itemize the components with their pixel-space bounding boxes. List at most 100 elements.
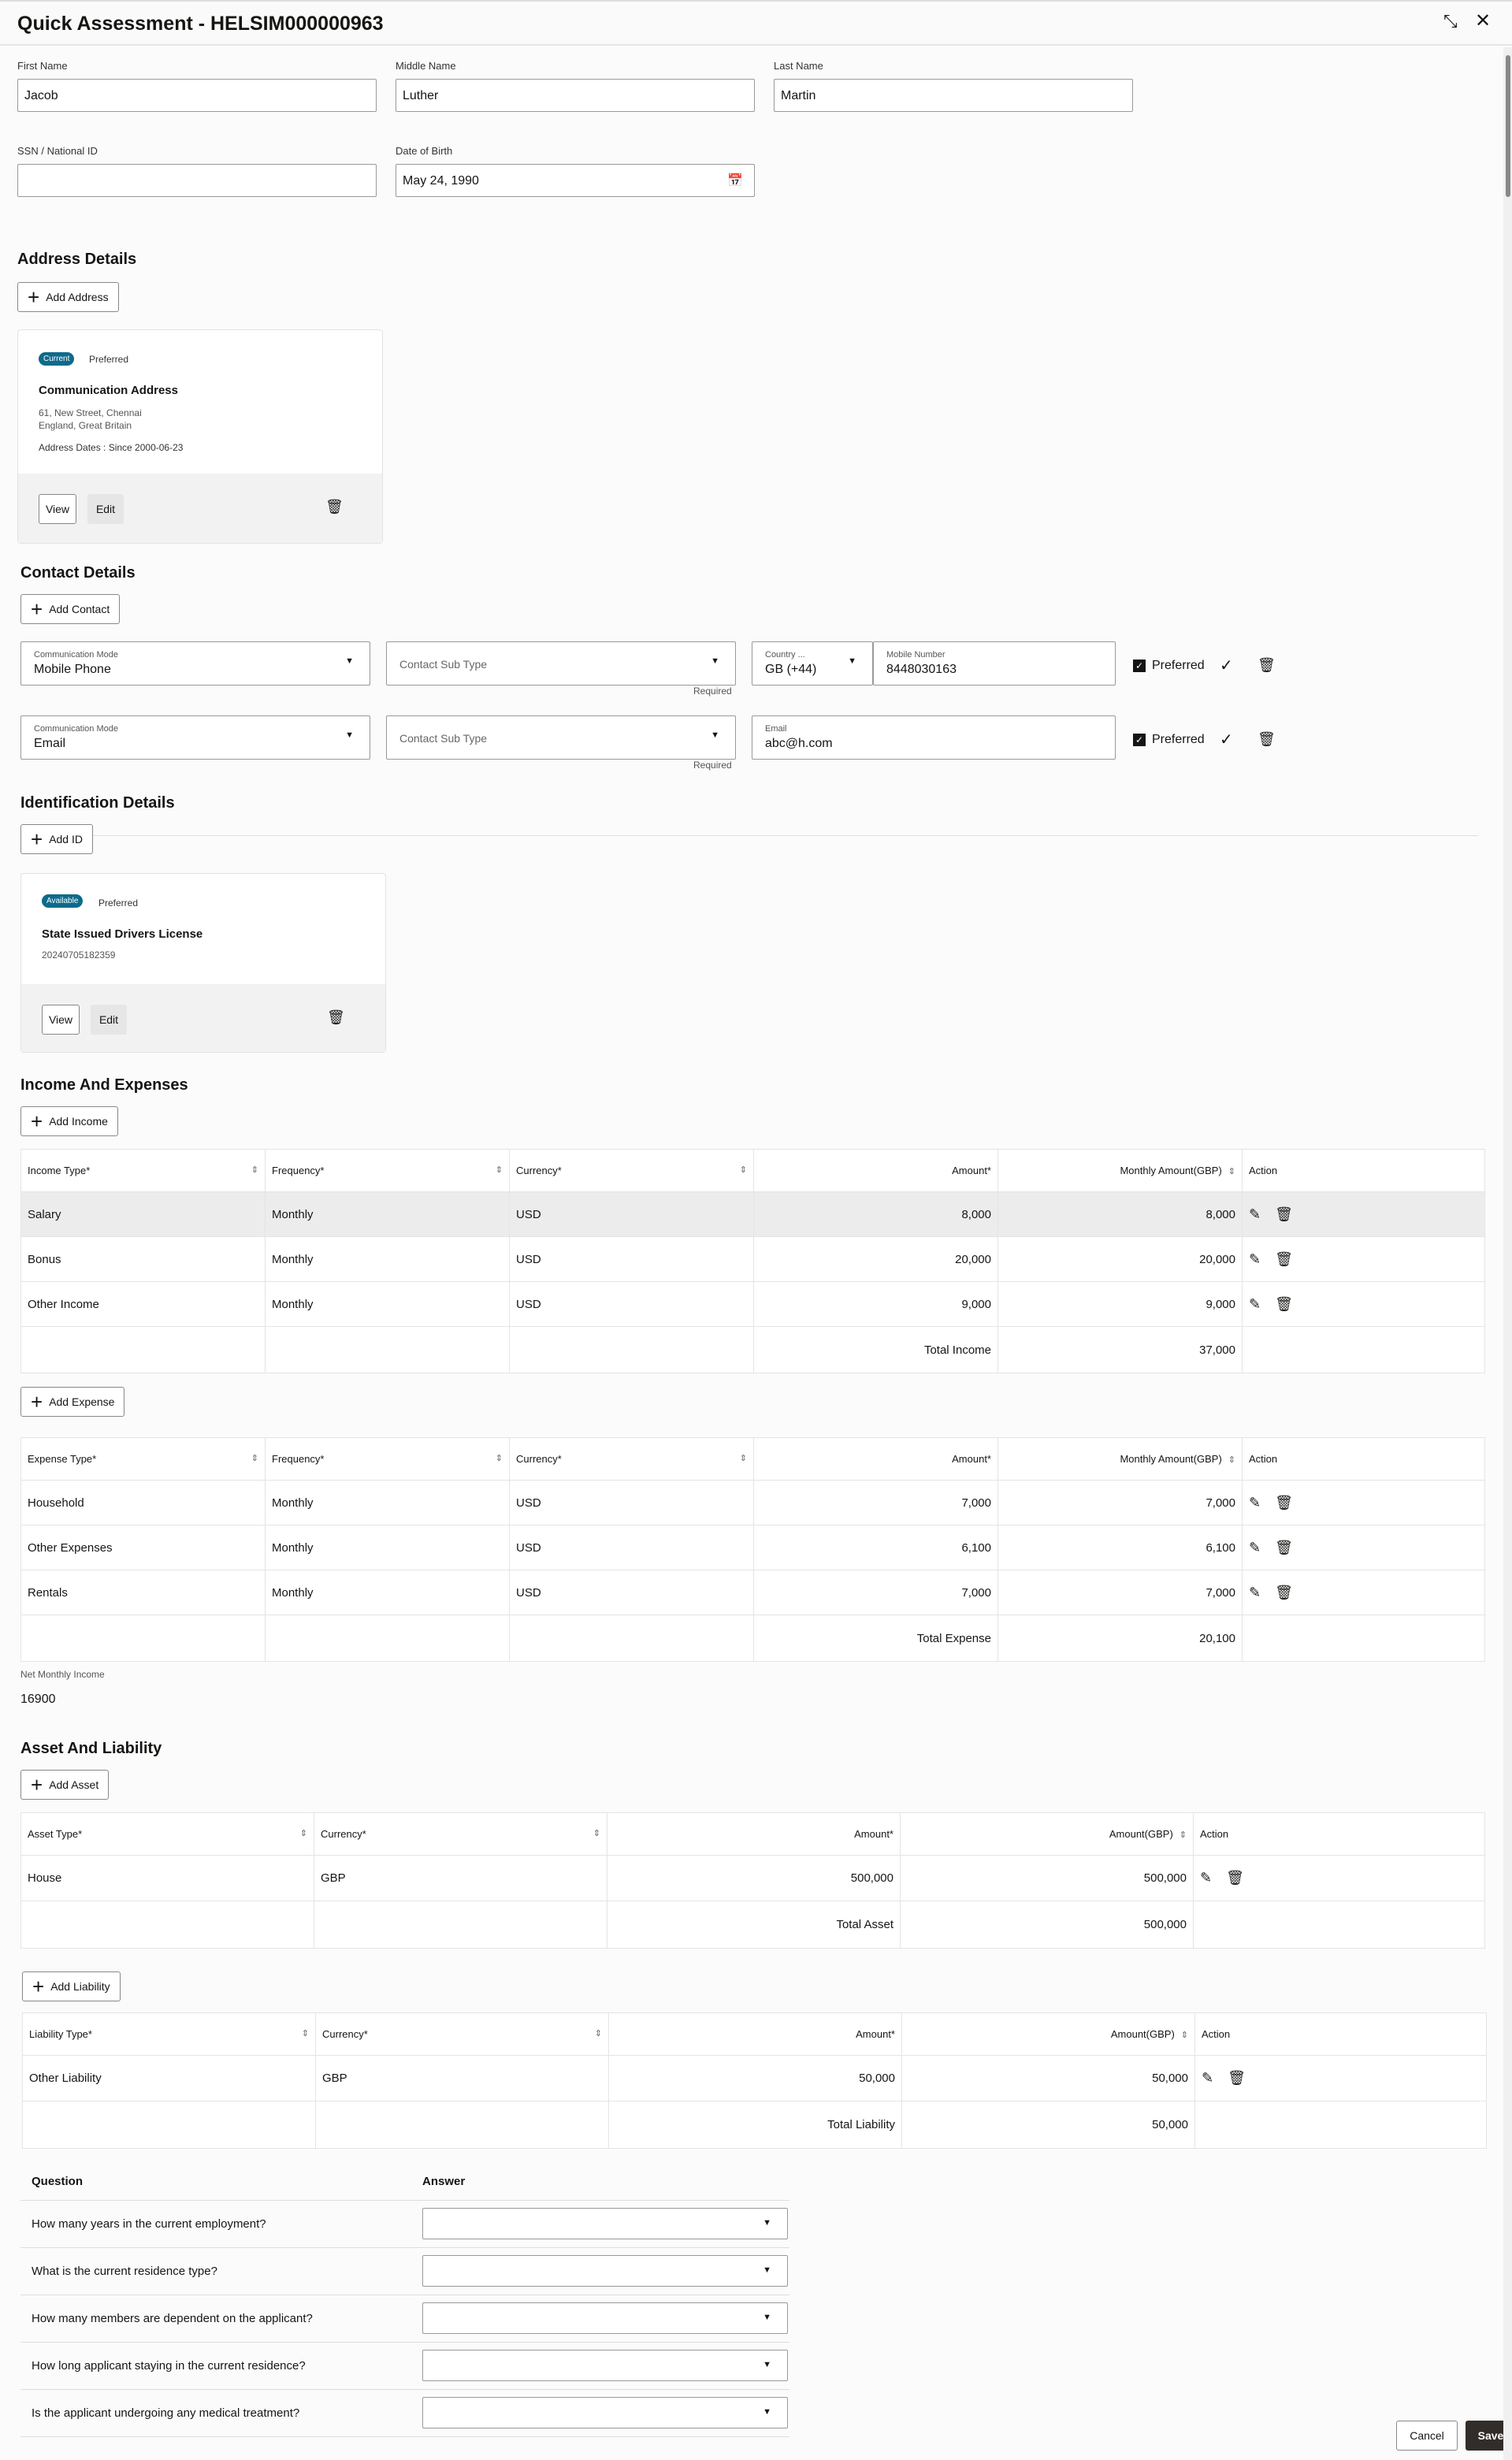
trash-icon[interactable]: 🗑 bbox=[1228, 2070, 1246, 2086]
trash-icon[interactable]: 🗑 bbox=[327, 1009, 345, 1025]
column-header[interactable]: Currency* ⇕ bbox=[509, 1437, 754, 1481]
add-id-button[interactable]: + Add ID bbox=[20, 824, 93, 854]
sort-icon[interactable]: ⇕ bbox=[739, 1165, 747, 1175]
table-row[interactable]: Rentals Monthly USD 7,000 7,000 ✎ 🗑 bbox=[20, 1570, 1485, 1615]
table-row[interactable]: Other Income Monthly USD 9,000 9,000 ✎ 🗑 bbox=[20, 1281, 1485, 1327]
table-row[interactable]: Other Expenses Monthly USD 6,100 6,100 ✎ 🗑 bbox=[20, 1525, 1485, 1570]
sort-icon[interactable]: ⇕ bbox=[1179, 1830, 1187, 1840]
table-row[interactable]: Salary Monthly USD 8,000 8,000 ✎ 🗑 bbox=[20, 1191, 1485, 1237]
column-header[interactable]: Monthly Amount(GBP) ⇕ bbox=[997, 1149, 1243, 1192]
column-header[interactable]: Income Type* ⇕ bbox=[20, 1149, 266, 1192]
answer-select[interactable]: ▼ bbox=[422, 2208, 788, 2239]
answer-select[interactable]: ▼ bbox=[422, 2302, 788, 2334]
edit-icon[interactable]: ✎ bbox=[1202, 2070, 1214, 2086]
communication-mode-select[interactable]: Communication Mode Mobile Phone ▼ bbox=[20, 641, 370, 686]
edit-icon[interactable]: ✎ bbox=[1249, 1295, 1261, 1312]
column-header[interactable]: Amount(GBP) ⇕ bbox=[900, 1812, 1194, 1856]
edit-icon[interactable]: ✎ bbox=[1249, 1584, 1261, 1600]
answer-select[interactable]: ▼ bbox=[422, 2350, 788, 2381]
column-header[interactable]: Action bbox=[1242, 1437, 1485, 1481]
edit-id-button[interactable]: Edit bbox=[91, 1005, 127, 1035]
mobile-number-input[interactable]: Mobile Number 8448030163 bbox=[873, 641, 1116, 686]
trash-icon[interactable]: 🗑 bbox=[1258, 657, 1276, 673]
column-header[interactable]: Action bbox=[1242, 1149, 1485, 1192]
minimize-icon[interactable]: ⤡ bbox=[1443, 11, 1458, 31]
sort-icon[interactable]: ⇕ bbox=[495, 1165, 503, 1175]
edit-address-button[interactable]: Edit bbox=[87, 494, 124, 524]
edit-icon[interactable]: ✎ bbox=[1249, 1250, 1261, 1267]
edit-icon[interactable]: ✎ bbox=[1249, 1494, 1261, 1511]
add-liability-button[interactable]: + Add Liability bbox=[22, 1971, 121, 2001]
sort-icon[interactable]: ⇕ bbox=[739, 1454, 747, 1463]
trash-icon[interactable]: 🗑 bbox=[1275, 1494, 1293, 1511]
add-address-button[interactable]: + Add Address bbox=[17, 282, 119, 312]
sort-icon[interactable]: ⇕ bbox=[301, 2029, 309, 2038]
table-row[interactable]: Other Liability GBP 50,000 50,000 ✎ 🗑 bbox=[22, 2055, 1487, 2101]
column-header[interactable]: Expense Type* ⇕ bbox=[20, 1437, 266, 1481]
sort-icon[interactable]: ⇕ bbox=[593, 1829, 600, 1838]
column-header[interactable]: Liability Type* ⇕ bbox=[22, 2012, 316, 2056]
preferred-checkbox[interactable]: ✓ Preferred bbox=[1133, 733, 1205, 747]
sort-icon[interactable]: ⇕ bbox=[1228, 1167, 1235, 1176]
cancel-button[interactable]: Cancel bbox=[1396, 2421, 1458, 2451]
column-header[interactable]: Amount* bbox=[608, 2012, 902, 2056]
column-header[interactable]: Action bbox=[1193, 1812, 1485, 1856]
confirm-check-icon[interactable]: ✓ bbox=[1220, 731, 1233, 749]
trash-icon[interactable]: 🗑 bbox=[1275, 1584, 1293, 1600]
view-address-button[interactable]: View bbox=[39, 494, 76, 524]
edit-icon[interactable]: ✎ bbox=[1249, 1206, 1261, 1222]
trash-icon[interactable]: 🗑 bbox=[1258, 731, 1276, 747]
confirm-check-icon[interactable]: ✓ bbox=[1220, 657, 1233, 674]
add-income-button[interactable]: + Add Income bbox=[20, 1106, 118, 1136]
edit-icon[interactable]: ✎ bbox=[1200, 1870, 1213, 1886]
column-header[interactable]: Currency* ⇕ bbox=[509, 1149, 754, 1192]
trash-icon[interactable]: 🗑 bbox=[325, 499, 344, 515]
communication-mode-select[interactable]: Communication Mode Email ▼ bbox=[20, 715, 370, 760]
sort-icon[interactable]: ⇕ bbox=[594, 2029, 602, 2038]
last-name-input[interactable]: Martin bbox=[774, 79, 1133, 112]
sort-icon[interactable]: ⇕ bbox=[495, 1454, 503, 1463]
middle-name-input[interactable]: Luther bbox=[396, 79, 755, 112]
email-input[interactable]: Email abc@h.com bbox=[752, 715, 1116, 760]
sort-icon[interactable]: ⇕ bbox=[1228, 1455, 1235, 1465]
preferred-checkbox[interactable]: ✓ Preferred bbox=[1133, 659, 1205, 673]
ssn-input[interactable] bbox=[17, 164, 377, 197]
trash-icon[interactable]: 🗑 bbox=[1275, 1250, 1293, 1267]
column-header[interactable]: Currency* ⇕ bbox=[314, 1812, 607, 1856]
answer-select[interactable]: ▼ bbox=[422, 2397, 788, 2428]
add-expense-button[interactable]: + Add Expense bbox=[20, 1387, 125, 1417]
table-row[interactable]: House GBP 500,000 500,000 ✎ 🗑 bbox=[20, 1855, 1485, 1901]
trash-icon[interactable]: 🗑 bbox=[1226, 1870, 1244, 1886]
sort-icon[interactable]: ⇕ bbox=[251, 1454, 258, 1463]
contact-sub-type-select[interactable]: Contact Sub Type ▼ bbox=[386, 715, 736, 760]
column-header[interactable]: Action bbox=[1194, 2012, 1487, 2056]
column-header[interactable]: Amount* bbox=[607, 1812, 901, 1856]
scrollbar[interactable] bbox=[1503, 47, 1512, 2460]
column-header[interactable]: Monthly Amount(GBP) ⇕ bbox=[997, 1437, 1243, 1481]
sort-icon[interactable]: ⇕ bbox=[251, 1165, 258, 1175]
scrollbar-thumb[interactable] bbox=[1506, 55, 1510, 197]
contact-sub-type-select[interactable]: Contact Sub Type ▼ bbox=[386, 641, 736, 686]
close-icon[interactable]: ✕ bbox=[1475, 10, 1492, 32]
column-header[interactable]: Frequency* ⇕ bbox=[265, 1437, 510, 1481]
trash-icon[interactable]: 🗑 bbox=[1275, 1206, 1293, 1222]
table-row[interactable]: Household Monthly USD 7,000 7,000 ✎ 🗑 bbox=[20, 1480, 1485, 1525]
sort-icon[interactable]: ⇕ bbox=[299, 1829, 307, 1838]
view-id-button[interactable]: View bbox=[42, 1005, 80, 1035]
table-row[interactable]: Bonus Monthly USD 20,000 20,000 ✎ 🗑 bbox=[20, 1236, 1485, 1282]
column-header[interactable]: Amount* bbox=[753, 1149, 998, 1192]
column-header[interactable]: Asset Type* ⇕ bbox=[20, 1812, 314, 1856]
column-header[interactable]: Frequency* ⇕ bbox=[265, 1149, 510, 1192]
edit-icon[interactable]: ✎ bbox=[1249, 1539, 1261, 1555]
sort-icon[interactable]: ⇕ bbox=[1180, 2031, 1188, 2040]
column-header[interactable]: Amount(GBP) ⇕ bbox=[901, 2012, 1195, 2056]
column-header[interactable]: Currency* ⇕ bbox=[315, 2012, 609, 2056]
trash-icon[interactable]: 🗑 bbox=[1275, 1295, 1293, 1312]
column-header[interactable]: Amount* bbox=[753, 1437, 998, 1481]
country-code-select[interactable]: Country ... GB (+44) ▼ bbox=[752, 641, 873, 686]
first-name-input[interactable]: Jacob bbox=[17, 79, 377, 112]
answer-select[interactable]: ▼ bbox=[422, 2255, 788, 2287]
add-contact-button[interactable]: + Add Contact bbox=[20, 594, 121, 624]
trash-icon[interactable]: 🗑 bbox=[1275, 1539, 1293, 1555]
add-asset-button[interactable]: + Add Asset bbox=[20, 1770, 110, 1800]
